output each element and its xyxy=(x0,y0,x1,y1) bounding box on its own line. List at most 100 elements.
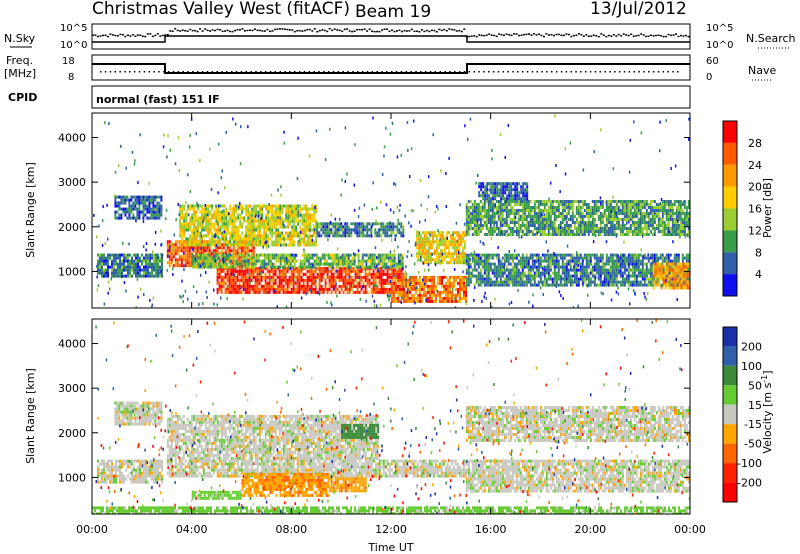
heatmap-cell xyxy=(228,269,231,273)
heatmap-cell xyxy=(457,281,459,285)
heatmap-cell xyxy=(388,290,391,294)
heatmap-cell xyxy=(361,256,364,260)
heatmap-cell xyxy=(253,222,256,226)
heatmap-cell xyxy=(631,280,634,284)
heatmap-cell xyxy=(425,284,427,288)
heatmap-cell xyxy=(555,262,558,266)
heatmap-cell xyxy=(615,268,618,272)
heatmap-cell xyxy=(475,280,478,284)
heatmap-cell xyxy=(147,262,149,266)
heatmap-cell xyxy=(376,231,379,235)
heatmap-cell xyxy=(555,271,558,275)
heatmap-cell xyxy=(242,272,245,276)
heatmap-cell xyxy=(346,231,349,235)
heatmap-cell xyxy=(332,275,335,279)
heatmap-cell xyxy=(471,227,474,230)
heatmap-cell xyxy=(227,231,230,235)
heatmap-cell xyxy=(217,216,220,220)
noise-point xyxy=(296,30,299,32)
heatmap-cell xyxy=(249,234,252,238)
nave-point xyxy=(153,71,155,73)
heatmap-cell xyxy=(305,234,308,238)
heatmap-cell xyxy=(287,259,290,263)
heatmap-cell xyxy=(271,262,274,266)
heatmap-cell xyxy=(245,204,248,208)
heatmap-cell xyxy=(284,269,287,273)
heatmap-cell xyxy=(193,222,196,226)
heatmap-cell xyxy=(207,225,210,229)
heatmap-cell xyxy=(581,271,584,275)
heatmap-cell xyxy=(323,259,326,263)
heatmap-cell xyxy=(453,284,455,288)
heatmap-cell xyxy=(170,252,173,256)
heatmap-cell xyxy=(515,268,518,272)
heatmap-cell xyxy=(485,212,488,215)
heatmap-cell xyxy=(386,231,389,235)
heatmap-cell xyxy=(491,218,494,221)
heatmap-cell xyxy=(317,262,320,266)
heatmap-cell xyxy=(435,255,438,259)
heatmap-cell xyxy=(475,256,478,260)
heatmap-cell xyxy=(348,269,351,273)
heatmap-cell xyxy=(431,293,433,297)
heatmap-cell xyxy=(249,204,252,208)
heatmap-cell xyxy=(263,225,266,229)
heatmap-cell xyxy=(587,256,590,260)
heatmap-cell xyxy=(330,290,333,294)
heatmap-cell xyxy=(345,265,348,269)
heatmap-cell xyxy=(607,274,610,278)
noise-point xyxy=(687,35,690,38)
noise-point xyxy=(338,29,341,32)
heatmap-cell xyxy=(609,253,612,257)
heatmap-cell xyxy=(575,277,578,281)
heatmap-cell xyxy=(501,215,504,218)
heatmap-cell xyxy=(105,256,107,260)
heatmap-cell xyxy=(551,259,554,263)
heatmap-cell xyxy=(573,259,576,263)
heatmap-cell xyxy=(348,284,351,288)
heatmap-cell xyxy=(354,284,357,288)
heatmap-cell xyxy=(141,262,143,266)
heatmap-cell xyxy=(537,274,540,278)
heatmap-cell xyxy=(250,275,253,279)
heatmap-cell xyxy=(365,253,368,257)
heatmap-cell xyxy=(391,278,393,282)
heatmap-cell xyxy=(252,275,255,279)
heatmap-cell xyxy=(465,233,468,236)
heatmap-cell xyxy=(386,222,389,226)
heatmap-cell xyxy=(181,213,184,217)
heatmap-cell xyxy=(380,234,383,238)
heatmap-cell xyxy=(559,274,562,278)
heatmap-cell xyxy=(270,287,273,291)
heatmap-cell xyxy=(305,228,308,232)
heatmap-cell xyxy=(249,216,252,220)
heatmap-cell xyxy=(378,222,381,226)
heatmap-cell xyxy=(635,274,638,278)
heatmap-cell xyxy=(441,237,444,241)
heatmap-cell xyxy=(465,280,468,284)
heatmap-cell xyxy=(431,234,434,238)
heatmap-cell xyxy=(373,262,376,266)
heatmap-cell xyxy=(138,216,141,220)
heatmap-cell xyxy=(223,262,226,266)
heatmap-cell xyxy=(383,259,386,263)
heatmap-cell xyxy=(263,222,266,226)
noise-point xyxy=(336,29,339,31)
heatmap-cell xyxy=(303,259,306,263)
heatmap-cell xyxy=(213,243,216,247)
heatmap-cell xyxy=(451,299,453,303)
heatmap-cell xyxy=(613,253,616,257)
heatmap-cell xyxy=(178,264,181,268)
heatmap-cell xyxy=(491,206,494,209)
heatmap-cell xyxy=(557,259,560,263)
noise-point xyxy=(413,30,416,33)
heatmap-cell xyxy=(639,262,642,266)
heatmap-cell xyxy=(209,204,212,208)
heatmap-cell xyxy=(411,299,413,303)
noise-point xyxy=(241,28,244,30)
heatmap-cell xyxy=(427,237,430,241)
noise-point xyxy=(194,29,197,32)
heatmap-cell xyxy=(579,262,582,266)
heatmap-cell xyxy=(306,278,309,282)
noise-point xyxy=(226,29,229,32)
